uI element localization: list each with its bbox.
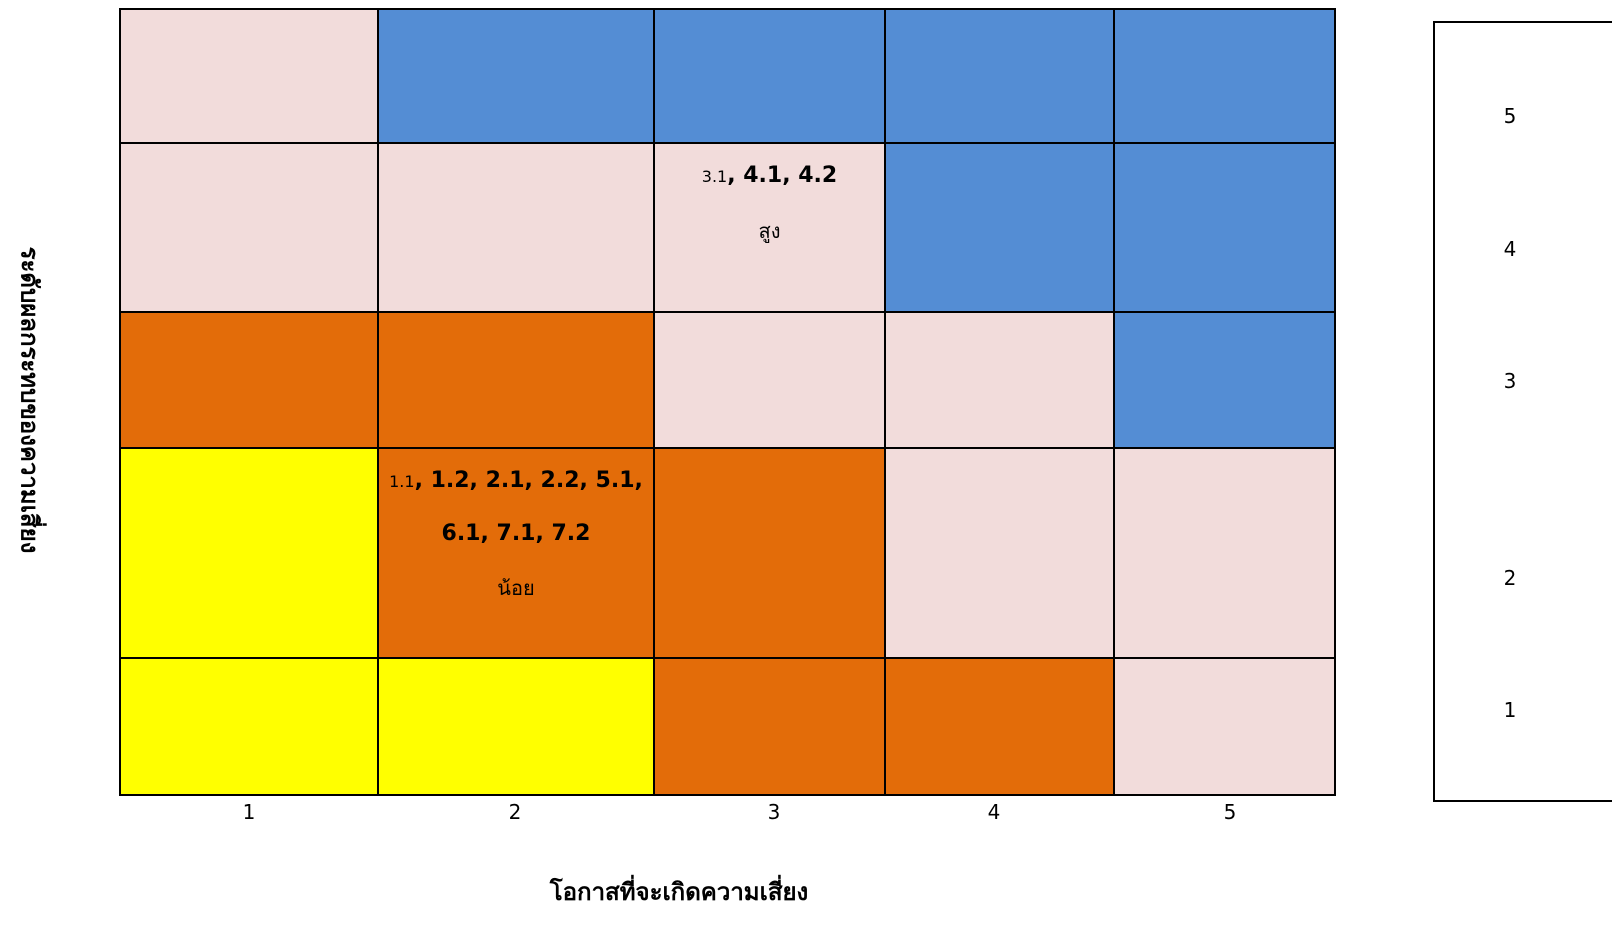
- risk-cell-impact-3-likelihood-5: [1113, 311, 1336, 449]
- side-legend-number: 5: [1503, 104, 1517, 128]
- risk-cell-impact-4-likelihood-2: [377, 142, 655, 313]
- x-tick-label: 2: [508, 800, 522, 824]
- risk-cell-impact-2-likelihood-5: [1113, 447, 1336, 659]
- risk-cell-impact-2-likelihood-1: [119, 447, 379, 659]
- side-legend-number: 4: [1503, 237, 1517, 261]
- cell-risk-level: สูง: [758, 219, 781, 243]
- risk-cell-impact-5-likelihood-4: [884, 8, 1115, 144]
- risk-cell-impact-1-likelihood-2: [377, 657, 655, 796]
- side-legend-number: 2: [1503, 566, 1517, 590]
- risk-cell-impact-3-likelihood-4: [884, 311, 1115, 449]
- cell-risk-id-first: 1.1: [389, 472, 415, 491]
- risk-cell-impact-2-likelihood-2: 1.1, 1.2, 2.1, 2.2, 5.1, 6.1, 7.1, 7.2 น้อ…: [377, 447, 655, 659]
- cell-risk-id-rest: , 1.2, 2.1, 2.2, 5.1,: [414, 468, 643, 493]
- side-legend-number: 1: [1503, 698, 1517, 722]
- x-tick-label: 4: [987, 800, 1001, 824]
- risk-cell-impact-4-likelihood-5: [1113, 142, 1336, 313]
- side-legend-box: [1433, 21, 1612, 802]
- risk-cell-impact-5-likelihood-1: [119, 8, 379, 144]
- cell-risk-level: น้อย: [497, 576, 535, 600]
- risk-cell-impact-3-likelihood-3: [653, 311, 886, 449]
- risk-cell-impact-4-likelihood-4: [884, 142, 1115, 313]
- cell-risk-ids: 3.1, 4.1, 4.2: [702, 150, 837, 203]
- risk-cell-impact-1-likelihood-3: [653, 657, 886, 796]
- cell-risk-ids: 1.1, 1.2, 2.1, 2.2, 5.1,: [389, 455, 643, 508]
- risk-cell-impact-1-likelihood-4: [884, 657, 1115, 796]
- x-tick-label: 1: [242, 800, 256, 824]
- x-tick-label: 3: [767, 800, 781, 824]
- side-legend-number: 3: [1503, 369, 1517, 393]
- risk-cell-impact-2-likelihood-3: [653, 447, 886, 659]
- cell-risk-id-first: 3.1: [701, 167, 728, 186]
- risk-cell-impact-2-likelihood-4: [884, 447, 1115, 659]
- cell-risk-ids: 6.1, 7.1, 7.2: [441, 521, 591, 546]
- risk-cell-impact-4-likelihood-3: 3.1, 4.1, 4.2 สูง: [653, 142, 886, 313]
- risk-cell-impact-3-likelihood-1: [119, 311, 379, 449]
- cell-risk-id-rest: , 4.1, 4.2: [727, 163, 838, 188]
- x-axis-title: โอกาสที่จะเกิดความเสี่ยง: [549, 878, 809, 906]
- risk-cell-impact-5-likelihood-2: [377, 8, 655, 144]
- risk-cell-impact-5-likelihood-3: [653, 8, 886, 144]
- y-axis-title: ระดับผลกระทบของความเสี่ยง: [15, 246, 44, 554]
- risk-cell-impact-5-likelihood-5: [1113, 8, 1336, 144]
- x-tick-label: 5: [1223, 800, 1237, 824]
- risk-cell-impact-3-likelihood-2: [377, 311, 655, 449]
- risk-cell-impact-1-likelihood-1: [119, 657, 379, 796]
- risk-cell-impact-1-likelihood-5: [1113, 657, 1336, 796]
- risk-cell-impact-4-likelihood-1: [119, 142, 379, 313]
